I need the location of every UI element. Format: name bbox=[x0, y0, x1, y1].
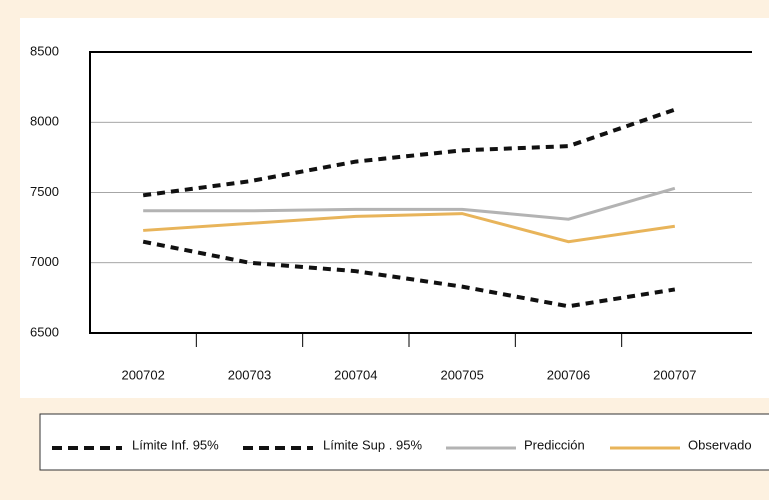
legend-label: Límite Sup . 95% bbox=[323, 437, 422, 452]
series-line bbox=[143, 186, 676, 221]
x-tick-label: 200702 bbox=[121, 367, 164, 382]
x-tick-label: 200704 bbox=[334, 367, 377, 382]
x-tick-label: 200706 bbox=[547, 367, 590, 382]
legend-box bbox=[39, 413, 769, 471]
y-tick-label: 8500 bbox=[30, 43, 59, 58]
legend-label: Predicción bbox=[524, 437, 585, 452]
series-line bbox=[142, 239, 676, 309]
y-tick-label: 7500 bbox=[30, 184, 59, 199]
y-tick-label: 6500 bbox=[30, 324, 59, 339]
x-tick-label: 200707 bbox=[653, 367, 696, 382]
y-tick-label: 8000 bbox=[30, 114, 59, 129]
y-tick-label: 7000 bbox=[30, 254, 59, 269]
series-line bbox=[143, 212, 676, 244]
series-line bbox=[142, 107, 676, 198]
legend-label: Observado bbox=[688, 437, 752, 452]
x-tick-label: 200703 bbox=[228, 367, 271, 382]
legend-label: Límite Inf. 95% bbox=[132, 437, 219, 452]
x-tick-label: 200705 bbox=[440, 367, 483, 382]
